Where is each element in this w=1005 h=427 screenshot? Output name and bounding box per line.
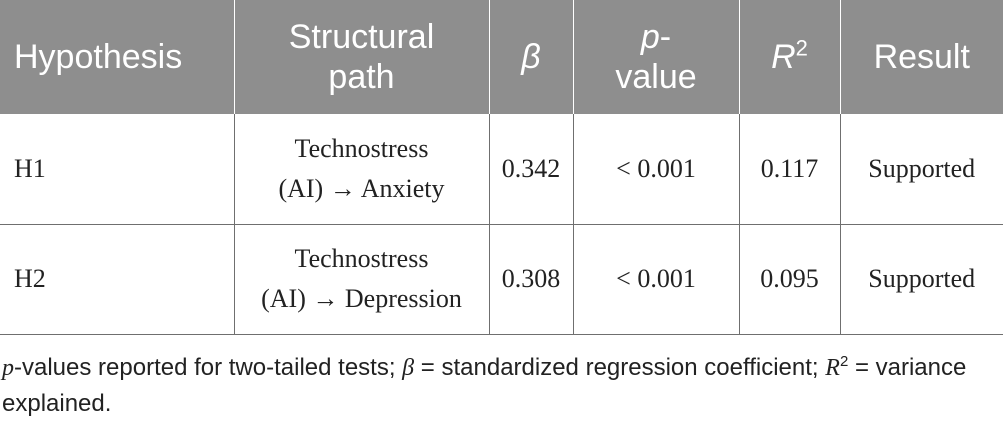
cell-structural-path: Technostress (AI) → Depression (234, 224, 490, 335)
cell-beta: 0.308 (489, 224, 574, 335)
cell-hypothesis: H1 (0, 114, 235, 225)
footnote-part2: = standardized regression coefficient; (414, 354, 826, 381)
cell-p-value: < 0.001 (573, 114, 740, 225)
cell-result: Supported (840, 224, 1003, 335)
header-path-line1: Structural (288, 18, 435, 56)
header-r-sup: 2 (795, 35, 808, 61)
header-result-label: Result (873, 38, 970, 76)
results-table: Hypothesis Structural path β p- value R2… (0, 0, 1003, 335)
header-hypothesis-label: Hypothesis (14, 38, 183, 76)
cell-beta: 0.342 (489, 114, 574, 225)
header-r-letter: R (771, 38, 796, 76)
cell-structural-path: Technostress (AI) → Anxiety (234, 114, 490, 225)
results-table-container: Hypothesis Structural path β p- value R2… (0, 0, 1003, 335)
footnote-p-letter: p (2, 355, 14, 381)
table-footnote: p-values reported for two-tailed tests; … (2, 350, 1002, 422)
cell-result: Supported (840, 114, 1003, 225)
header-p-value: p- value (573, 0, 740, 114)
footnote-part3: = variance explained. (2, 354, 967, 417)
table-header: Hypothesis Structural path β p- value R2… (0, 0, 1003, 114)
header-beta-label: β (521, 38, 541, 76)
header-p-letter: p (640, 18, 660, 56)
header-structural-path: Structural path (234, 0, 490, 114)
header-beta: β (489, 0, 574, 114)
cell-r-squared: 0.117 (739, 114, 841, 225)
header-path-line2: path (328, 58, 395, 96)
cell-r-squared: 0.095 (739, 224, 841, 335)
header-hypothesis: Hypothesis (0, 0, 235, 114)
footnote-part1: -values reported for two-tailed tests; (14, 354, 403, 381)
header-r-squared: R2 (739, 0, 841, 114)
table-row: H1 Technostress (AI) → Anxiety 0.342 < 0… (0, 114, 1003, 225)
table-row: H2 Technostress (AI) → Depression 0.308 … (0, 224, 1003, 335)
header-row: Hypothesis Structural path β p- value R2… (0, 0, 1003, 114)
cell-path-line1: Technostress (294, 244, 429, 273)
cell-p-value: < 0.001 (573, 224, 740, 335)
cell-path-line1: Technostress (294, 133, 429, 163)
footnote-r-sup: 2 (839, 353, 849, 370)
table-body: H1 Technostress (AI) → Anxiety 0.342 < 0… (0, 114, 1003, 335)
cell-path-line2: (AI) → Anxiety (278, 173, 445, 203)
footnote-beta: β (402, 355, 415, 381)
header-p-hyphen: - (659, 18, 672, 56)
footnote-r-letter: R (825, 355, 840, 381)
header-p-line2: value (615, 58, 697, 96)
cell-path-line2: (AI) → Depression (261, 284, 462, 313)
header-result: Result (840, 0, 1003, 114)
cell-hypothesis: H2 (0, 224, 235, 335)
